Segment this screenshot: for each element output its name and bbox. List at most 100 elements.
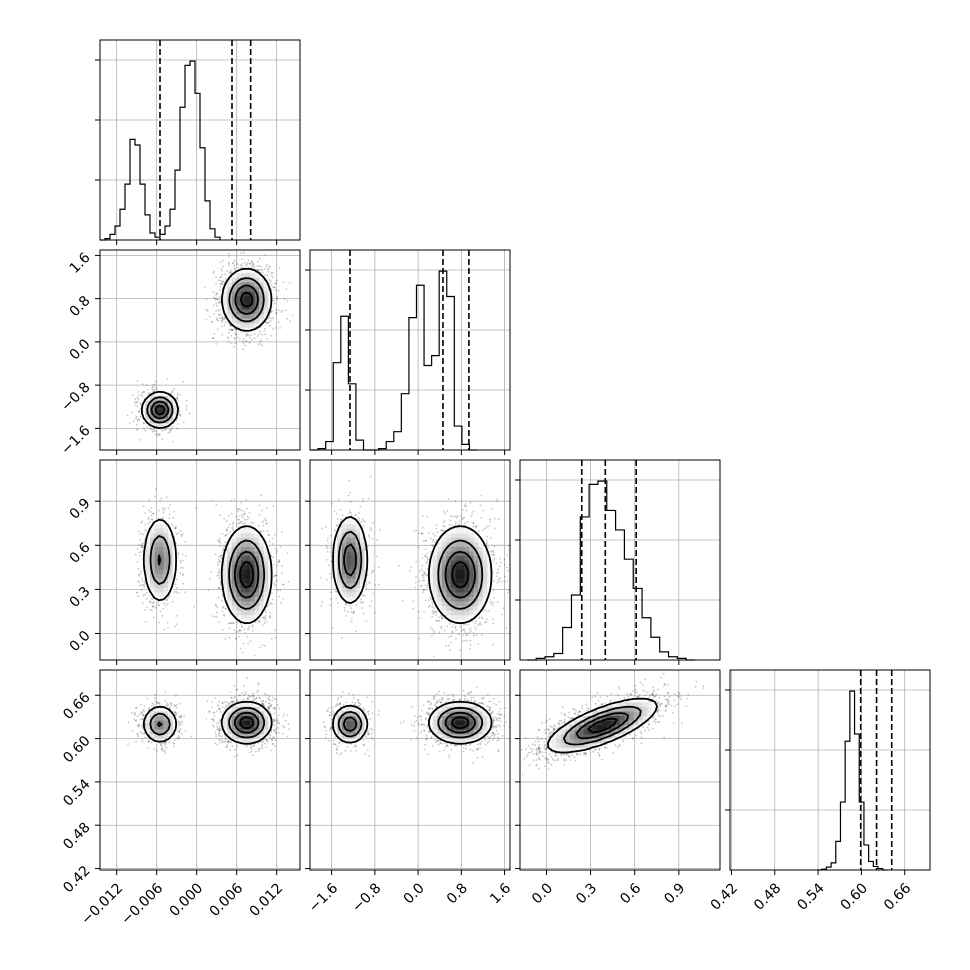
- sample-point: [270, 637, 273, 640]
- sample-point: [221, 319, 224, 321]
- sample-point: [153, 601, 155, 603]
- density-cell: [254, 600, 260, 606]
- density-cell: [250, 272, 256, 278]
- sample-point: [216, 616, 218, 618]
- density-cell: [227, 541, 233, 547]
- density-cell: [259, 281, 265, 287]
- density-cell: [240, 322, 246, 328]
- sample-point: [180, 535, 183, 538]
- sample-point: [260, 268, 263, 271]
- sample-point: [176, 578, 179, 581]
- density-cell: [236, 614, 242, 620]
- sample-point: [256, 265, 259, 267]
- sample-point: [148, 499, 151, 501]
- density-cell: [240, 560, 246, 566]
- density-cell: [236, 290, 242, 296]
- sample-point: [176, 398, 179, 400]
- density-cell: [250, 268, 256, 274]
- sample-point: [271, 598, 274, 601]
- density-cell: [222, 564, 228, 570]
- density-cell: [168, 550, 174, 556]
- sample-point: [237, 263, 239, 266]
- sample-point: [237, 526, 240, 528]
- sample-point: [176, 397, 179, 399]
- sample-point: [138, 419, 141, 421]
- sample-point: [151, 430, 154, 433]
- sample-point: [259, 530, 262, 533]
- sample-point: [221, 316, 224, 319]
- sample-point: [212, 272, 215, 274]
- sample-point: [252, 624, 254, 627]
- density-cell: [159, 564, 165, 570]
- sample-point: [144, 523, 146, 526]
- sample-point: [215, 611, 218, 614]
- density-cell: [140, 409, 146, 415]
- sample-point: [243, 510, 246, 513]
- density-cell: [263, 300, 269, 306]
- sample-point: [270, 334, 273, 337]
- sample-point: [221, 533, 224, 535]
- sample-point: [233, 345, 236, 348]
- density-cell: [231, 560, 237, 566]
- sample-point: [276, 297, 279, 300]
- density-cell: [231, 286, 237, 292]
- density-cell: [154, 555, 160, 561]
- sample-point: [217, 539, 220, 542]
- density-cell: [240, 300, 246, 306]
- density-cell: [159, 582, 165, 588]
- sample-point: [270, 310, 273, 313]
- density-cell: [231, 313, 237, 319]
- density-cell: [222, 300, 228, 306]
- density-cell: [263, 582, 269, 588]
- density-cell: [240, 277, 246, 283]
- sample-point: [141, 395, 144, 398]
- sample-point: [142, 602, 144, 605]
- sample-point: [252, 264, 255, 266]
- density-cell: [259, 564, 265, 570]
- sample-point: [222, 265, 225, 268]
- sample-point: [229, 531, 232, 533]
- density-cell: [236, 573, 242, 579]
- density-cell: [240, 610, 246, 616]
- sample-point: [162, 509, 165, 512]
- sample-point: [222, 318, 225, 321]
- sample-point: [263, 619, 266, 621]
- density-cell: [231, 550, 237, 556]
- sample-point: [233, 498, 235, 501]
- sample-point: [221, 610, 224, 613]
- sample-point: [155, 488, 157, 491]
- sample-point: [154, 430, 157, 433]
- sample-point: [228, 636, 231, 639]
- density-cell: [154, 537, 160, 543]
- sample-point: [140, 584, 143, 587]
- sample-point: [181, 533, 184, 536]
- sample-point: [145, 530, 148, 532]
- sample-point: [259, 265, 262, 268]
- sample-point: [174, 583, 177, 586]
- sample-point: [224, 273, 226, 276]
- sample-point: [215, 604, 217, 607]
- sample-point: [178, 410, 181, 413]
- density-cell: [240, 268, 246, 274]
- sample-point: [128, 422, 131, 424]
- sample-point: [166, 598, 169, 601]
- sample-point: [215, 310, 217, 312]
- density-cell: [154, 541, 160, 547]
- sample-point: [142, 533, 144, 536]
- sample-point: [266, 507, 268, 510]
- sample-point: [135, 401, 138, 404]
- density-cell: [231, 304, 237, 310]
- density-cell: [231, 587, 237, 593]
- density-cell: [254, 587, 260, 593]
- density-cell: [263, 309, 269, 315]
- density-cell: [145, 400, 151, 406]
- density-cell: [154, 564, 160, 570]
- sample-point: [176, 394, 179, 397]
- sample-point: [264, 333, 266, 336]
- sample-point: [152, 383, 155, 386]
- sample-point: [449, 622, 452, 625]
- sample-point: [240, 265, 243, 268]
- sample-point: [139, 532, 142, 535]
- density-cell: [163, 587, 169, 593]
